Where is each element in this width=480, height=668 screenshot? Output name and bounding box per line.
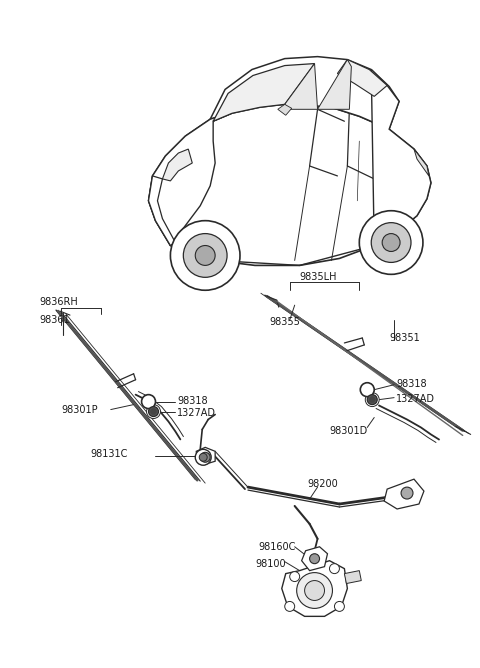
Circle shape — [195, 246, 215, 265]
Circle shape — [290, 572, 300, 582]
Text: 1327AD: 1327AD — [396, 393, 435, 403]
Circle shape — [148, 407, 158, 417]
Text: 98318: 98318 — [178, 395, 208, 405]
Circle shape — [382, 234, 400, 251]
Polygon shape — [213, 63, 314, 121]
Circle shape — [367, 395, 377, 405]
Circle shape — [146, 405, 160, 419]
Polygon shape — [162, 149, 192, 181]
Text: 98351: 98351 — [389, 333, 420, 343]
Circle shape — [305, 580, 324, 601]
Text: 98301D: 98301D — [329, 426, 368, 436]
Text: 98361: 98361 — [39, 315, 70, 325]
Circle shape — [371, 222, 411, 263]
Text: 98160C: 98160C — [258, 542, 295, 552]
Circle shape — [401, 487, 413, 499]
Text: 98100: 98100 — [255, 558, 286, 568]
Circle shape — [195, 450, 211, 465]
Circle shape — [297, 572, 333, 609]
Polygon shape — [148, 104, 285, 246]
Polygon shape — [344, 570, 361, 584]
Text: 9835LH: 9835LH — [300, 273, 337, 283]
Polygon shape — [282, 560, 348, 617]
Circle shape — [142, 395, 156, 409]
Polygon shape — [371, 69, 431, 246]
Circle shape — [151, 409, 156, 415]
Polygon shape — [148, 104, 431, 265]
Polygon shape — [278, 104, 292, 116]
Polygon shape — [210, 57, 399, 129]
Polygon shape — [148, 176, 175, 246]
Text: 98200: 98200 — [308, 479, 338, 489]
Polygon shape — [318, 59, 351, 110]
Text: 98318: 98318 — [396, 379, 427, 389]
Circle shape — [360, 383, 374, 397]
Circle shape — [365, 393, 379, 407]
Circle shape — [199, 454, 207, 462]
Circle shape — [335, 601, 344, 611]
Circle shape — [329, 564, 339, 574]
Circle shape — [360, 210, 423, 275]
Text: 9836RH: 9836RH — [39, 297, 78, 307]
Polygon shape — [384, 479, 424, 509]
Polygon shape — [414, 149, 429, 176]
Circle shape — [200, 452, 210, 462]
Text: 98131C: 98131C — [91, 450, 128, 460]
Circle shape — [285, 601, 295, 611]
Polygon shape — [285, 63, 318, 110]
Circle shape — [310, 554, 320, 564]
Circle shape — [183, 234, 227, 277]
Text: 98355: 98355 — [270, 317, 300, 327]
Circle shape — [170, 220, 240, 291]
Polygon shape — [301, 547, 327, 570]
Text: 98301P: 98301P — [61, 405, 97, 415]
Polygon shape — [196, 448, 215, 464]
Polygon shape — [337, 59, 387, 96]
Circle shape — [369, 397, 375, 403]
Text: 1327AD: 1327AD — [178, 407, 216, 418]
